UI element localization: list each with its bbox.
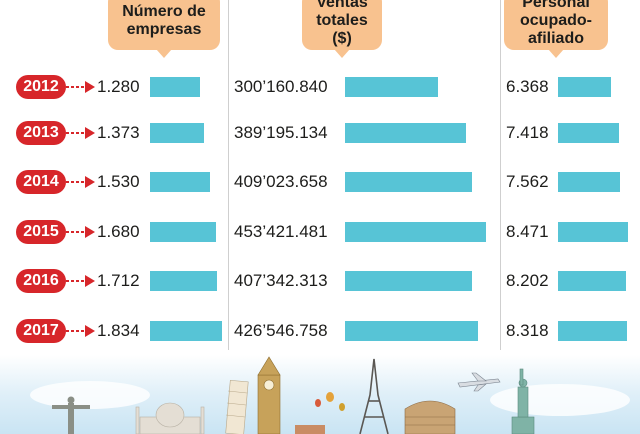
- data-label: 7.418: [506, 123, 549, 142]
- header-staff-line2: ocupado-: [520, 12, 592, 29]
- bar: [150, 123, 204, 143]
- header-sales-line2: totales: [316, 12, 368, 29]
- bar: [558, 77, 611, 97]
- header-sales-line3: ($): [332, 30, 352, 47]
- header-companies-line2: empresas: [126, 21, 202, 38]
- column-divider: [500, 0, 501, 350]
- data-label: 8.318: [506, 321, 549, 340]
- year-badge: 2014: [16, 170, 66, 194]
- bar: [558, 172, 620, 192]
- header-companies-line1: Número de: [122, 3, 206, 20]
- year-badge: 2012: [16, 75, 66, 99]
- header-staff: Personal ocupado-afiliado: [504, 0, 608, 58]
- data-label: 300’160.840: [234, 77, 328, 96]
- arrow-icon: [66, 81, 95, 93]
- arrow-icon: [66, 176, 95, 188]
- arrow-icon: [66, 127, 95, 139]
- bar: [150, 271, 217, 291]
- year-row: 2012 1.280 300’160.840 6.368: [0, 72, 640, 102]
- data-label: 1.712: [97, 271, 140, 290]
- data-label: 7.562: [506, 172, 549, 191]
- header-staff-line3: afiliado: [527, 30, 584, 47]
- bar: [345, 321, 478, 341]
- header-staff-line1: Personal: [522, 0, 590, 11]
- bar: [345, 123, 466, 143]
- arrow-icon: [66, 226, 95, 238]
- data-label: 8.202: [506, 271, 549, 290]
- year-badge: 2016: [16, 269, 66, 293]
- bar: [558, 271, 626, 291]
- year-row: 2017 1.834 426’546.758 8.318: [0, 316, 640, 346]
- bar: [150, 222, 216, 242]
- column-divider: [228, 0, 229, 350]
- data-label: 389’195.134: [234, 123, 328, 142]
- data-label: 426’546.758: [234, 321, 328, 340]
- bar: [150, 77, 200, 97]
- bar: [150, 321, 222, 341]
- landmarks-illustration: [0, 355, 640, 434]
- arrow-icon: [66, 275, 95, 287]
- year-badge: 2013: [16, 121, 66, 145]
- bar: [345, 172, 472, 192]
- data-label: 1.680: [97, 222, 140, 241]
- year-row: 2013 1.373 389’195.134 7.418: [0, 118, 640, 148]
- header-companies: Número de empresas: [108, 0, 220, 58]
- bar: [345, 77, 438, 97]
- data-label: 1.280: [97, 77, 140, 96]
- header-sales-line1: Ventas: [316, 0, 368, 11]
- data-label: 409’023.658: [234, 172, 328, 191]
- data-label: 6.368: [506, 77, 549, 96]
- bar: [345, 271, 472, 291]
- bar: [558, 123, 619, 143]
- bar: [558, 321, 627, 341]
- header-sales: Ventas totales ($): [302, 0, 382, 58]
- bar: [150, 172, 210, 192]
- data-label: 8.471: [506, 222, 549, 241]
- data-label: 1.834: [97, 321, 140, 340]
- year-row: 2014 1.530 409’023.658 7.562: [0, 167, 640, 197]
- data-label: 453’421.481: [234, 222, 328, 241]
- arrow-icon: [66, 325, 95, 337]
- year-badge: 2015: [16, 220, 66, 244]
- year-badge: 2017: [16, 319, 66, 343]
- data-label: 407’342.313: [234, 271, 328, 290]
- data-label: 1.530: [97, 172, 140, 191]
- data-label: 1.373: [97, 123, 140, 142]
- bar: [558, 222, 628, 242]
- bar: [345, 222, 486, 242]
- year-row: 2015 1.680 453’421.481 8.471: [0, 217, 640, 247]
- year-row: 2016 1.712 407’342.313 8.202: [0, 266, 640, 296]
